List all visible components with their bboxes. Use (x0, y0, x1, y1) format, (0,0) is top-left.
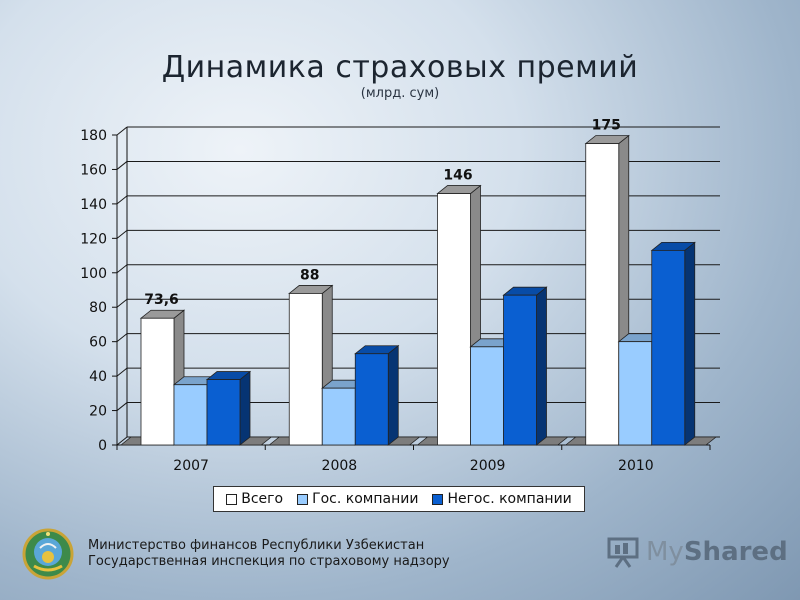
data-label: 175 (592, 118, 621, 134)
chart-subtitle: (млрд. сум) (360, 86, 440, 101)
bar-state (321, 387, 356, 446)
bar-state (618, 341, 653, 446)
footer-inspection: Государственная инспекция по страховому … (88, 554, 450, 569)
x-tick-label: 2007 (173, 458, 209, 474)
bar-private (206, 379, 241, 446)
chart-title: Динамика страховых премий (161, 50, 639, 85)
data-label: 146 (443, 168, 472, 184)
gridline-diag (116, 264, 128, 274)
gridline-diag (116, 161, 128, 170)
y-tick-label: 100 (80, 266, 107, 282)
y-tick-label: 0 (98, 438, 107, 454)
bar-side-private (239, 370, 251, 446)
gridline-diag (116, 126, 128, 136)
legend-item-private: Негос. компании (432, 491, 572, 507)
y-tick-label: 60 (89, 335, 107, 351)
presentation-board-icon (607, 537, 639, 568)
bar-side-private (387, 344, 399, 446)
legend-item-state: Гос. компании (297, 491, 418, 507)
y-tick-label: 20 (89, 404, 107, 420)
gridline-diag (116, 367, 128, 377)
bar-state (173, 384, 208, 446)
data-label: 73,6 (144, 292, 179, 308)
chart-legend: Всего Гос. компании Негос. компании (213, 486, 585, 512)
logo-text: MyShared (646, 537, 788, 567)
gridline-diag (116, 195, 128, 205)
footer-text: Министерство финансов Республики Узбекис… (88, 538, 450, 570)
bar-private (503, 294, 537, 446)
gridline-diag (116, 298, 128, 308)
y-tick-label: 160 (80, 162, 107, 178)
myshared-logo: MyShared (606, 536, 788, 568)
gridline-diag (116, 436, 128, 446)
bar-private (354, 353, 389, 446)
logo-text-my: My (646, 537, 684, 567)
bar-side-private (684, 241, 696, 446)
y-tick-label: 140 (80, 197, 107, 213)
legend-swatch-total (226, 493, 238, 505)
x-tick-label: 2008 (322, 458, 358, 474)
legend-label-private: Негос. компании (447, 491, 572, 507)
bar-total (288, 293, 323, 446)
bar-private (651, 249, 686, 446)
footer-ministry: Министерство финансов Республики Узбекис… (88, 538, 425, 553)
bar-total (585, 143, 620, 446)
gridline-diag (116, 333, 128, 343)
bar-total (437, 193, 471, 446)
gridline-diag (116, 402, 128, 411)
logo-text-shared: Shared (683, 537, 788, 567)
y-tick-label: 120 (80, 231, 107, 247)
state-emblem-icon (22, 528, 74, 580)
x-tick-label: 2010 (618, 458, 654, 474)
y-tick-label: 40 (89, 369, 107, 385)
legend-swatch-state (297, 493, 309, 505)
gridline-diag (116, 229, 128, 239)
bar-total (140, 317, 175, 446)
data-label: 88 (300, 267, 319, 283)
legend-swatch-private (432, 493, 444, 505)
legend-label-total: Всего (241, 491, 284, 507)
legend-label-state: Гос. компании (312, 491, 419, 507)
y-tick-label: 180 (80, 128, 107, 144)
bar-side-private (536, 286, 547, 446)
y-tick-label: 80 (89, 300, 107, 316)
x-tick-label: 2009 (470, 458, 506, 474)
legend-item-total: Всего (226, 491, 283, 507)
bar-state (470, 346, 504, 446)
